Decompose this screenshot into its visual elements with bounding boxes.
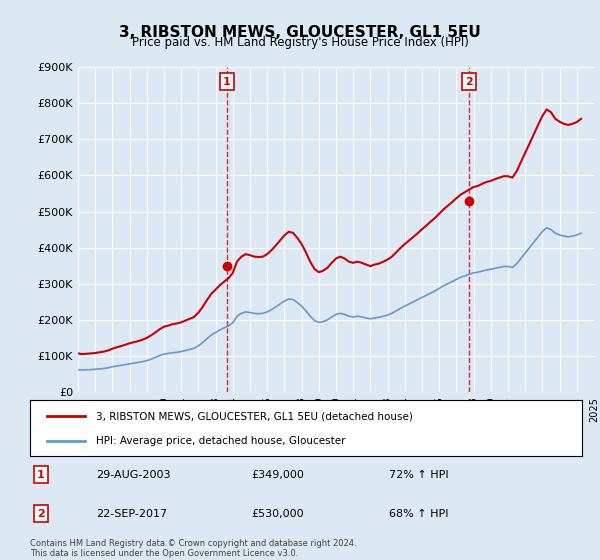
- Text: 68% ↑ HPI: 68% ↑ HPI: [389, 509, 448, 519]
- Text: 3, RIBSTON MEWS, GLOUCESTER, GL1 5EU: 3, RIBSTON MEWS, GLOUCESTER, GL1 5EU: [119, 25, 481, 40]
- Text: Price paid vs. HM Land Registry's House Price Index (HPI): Price paid vs. HM Land Registry's House …: [131, 36, 469, 49]
- Text: 3, RIBSTON MEWS, GLOUCESTER, GL1 5EU (detached house): 3, RIBSTON MEWS, GLOUCESTER, GL1 5EU (de…: [96, 411, 413, 421]
- Text: 29-AUG-2003: 29-AUG-2003: [96, 470, 171, 479]
- Text: £349,000: £349,000: [251, 470, 304, 479]
- Text: 2: 2: [465, 77, 473, 87]
- Text: 1: 1: [37, 470, 45, 479]
- Text: £530,000: £530,000: [251, 509, 304, 519]
- Text: Contains HM Land Registry data © Crown copyright and database right 2024.
This d: Contains HM Land Registry data © Crown c…: [30, 539, 356, 558]
- Text: 2: 2: [37, 509, 45, 519]
- Text: HPI: Average price, detached house, Gloucester: HPI: Average price, detached house, Glou…: [96, 436, 346, 446]
- Text: 22-SEP-2017: 22-SEP-2017: [96, 509, 167, 519]
- Text: 1: 1: [223, 77, 231, 87]
- Text: 72% ↑ HPI: 72% ↑ HPI: [389, 470, 448, 479]
